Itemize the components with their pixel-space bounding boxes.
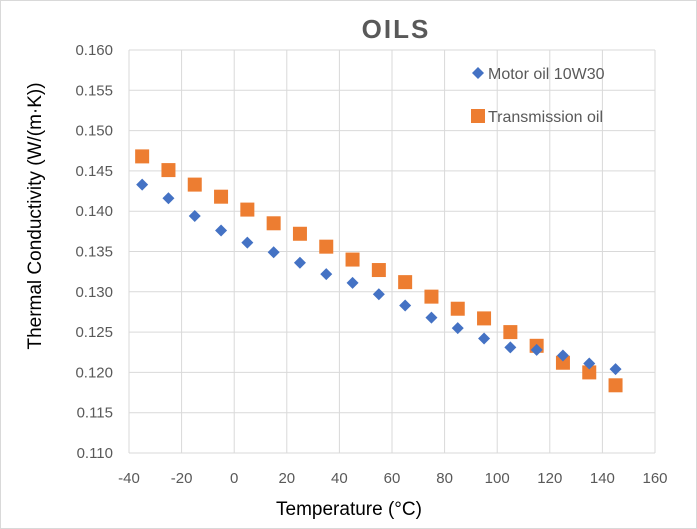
legend: Motor oil 10W30 Transmission oil [471, 66, 605, 126]
transmission-oil-point [161, 163, 176, 178]
transmission-oil-point [214, 189, 229, 204]
x-tick-label: -40 [118, 470, 140, 487]
data-markers [135, 149, 623, 393]
motor-oil-point [372, 288, 385, 301]
y-axis-label: Thermal Conductivity (W/(m·K)) [25, 82, 46, 349]
transmission-oil-point [240, 202, 255, 217]
transmission-oil-point [266, 216, 281, 231]
transmission-oil-point [187, 177, 202, 192]
motor-oil-point [399, 299, 412, 312]
legend-square-icon [471, 109, 485, 123]
transmission-oil-point [135, 149, 150, 164]
motor-oil-point [556, 349, 569, 362]
motor-oil-point [320, 268, 333, 281]
tick-labels: -40 -20 0 20 40 60 80 100 120 140 160 0.110 0.115 0.1… [75, 42, 667, 487]
motor-oil-point [215, 224, 228, 237]
transmission-oil-point [371, 263, 386, 278]
series-0-markers [136, 178, 622, 376]
x-tick-label: 60 [384, 470, 401, 487]
motor-oil-point [504, 341, 517, 354]
transmission-oil-point [477, 311, 492, 326]
y-tick-label: 0.140 [75, 203, 113, 220]
motor-oil-point [241, 236, 254, 249]
motor-oil-point [267, 246, 280, 259]
motor-oil-point [293, 256, 306, 269]
transmission-oil-point [503, 325, 518, 340]
legend-diamond-icon [472, 67, 484, 79]
x-tick-label: 20 [278, 470, 295, 487]
y-tick-label: 0.130 [75, 284, 113, 301]
chart-title: OILS [362, 14, 431, 44]
motor-oil-point [346, 276, 359, 289]
x-tick-label: 0 [230, 470, 238, 487]
y-tick-label: 0.145 [75, 163, 113, 180]
x-tick-label: 80 [436, 470, 453, 487]
motor-oil-point [609, 363, 622, 376]
transmission-oil-point [450, 301, 465, 316]
x-axis-label: Temperature (°C) [276, 499, 422, 520]
motor-oil-point [451, 322, 464, 335]
y-tick-label: 0.150 [75, 123, 113, 140]
motor-oil-point [478, 332, 491, 345]
x-tick-label: 100 [485, 470, 510, 487]
legend-entry-label: Motor oil 10W30 [488, 66, 605, 83]
y-tick-label: 0.155 [75, 82, 113, 99]
motor-oil-point [530, 343, 543, 356]
grid-layer [128, 49, 656, 454]
motor-oil-point [425, 311, 438, 324]
transmission-oil-point [555, 355, 570, 370]
transmission-oil-point [292, 226, 307, 241]
motor-oil-point [583, 357, 596, 370]
transmission-oil-point [319, 239, 334, 254]
transmission-oil-point [582, 365, 597, 380]
x-tick-label: 40 [331, 470, 348, 487]
motor-oil-point [162, 192, 175, 205]
transmission-oil-point [345, 252, 360, 267]
y-tick-label: 0.120 [75, 364, 113, 381]
x-tick-label: 120 [537, 470, 562, 487]
x-tick-label: 160 [642, 470, 667, 487]
y-tick-label: 0.160 [75, 42, 113, 59]
y-tick-label: 0.125 [75, 324, 113, 341]
motor-oil-point [188, 210, 201, 223]
transmission-oil-point [608, 378, 623, 393]
transmission-oil-point [398, 275, 413, 290]
y-tick-label: 0.110 [77, 445, 113, 462]
x-tick-label: 140 [590, 470, 615, 487]
y-tick-label: 0.135 [75, 244, 113, 261]
transmission-oil-point [424, 289, 439, 304]
motor-oil-point [136, 178, 149, 191]
x-tick-label: -20 [171, 470, 193, 487]
y-tick-label: 0.115 [77, 405, 113, 422]
legend-entry-label: Transmission oil [488, 109, 603, 126]
